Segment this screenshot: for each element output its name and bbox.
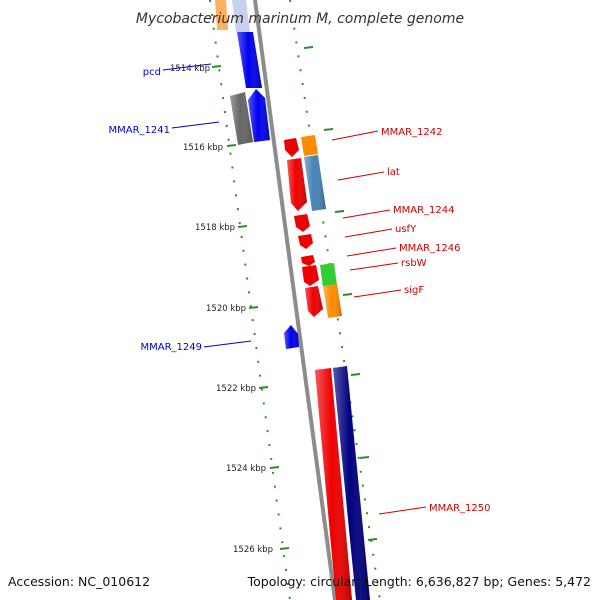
tick-mark xyxy=(258,386,269,389)
gene-mmar-1246 xyxy=(301,255,315,266)
leader-rsbw xyxy=(349,262,399,271)
leader-mmar-1246 xyxy=(346,247,397,257)
gene-mmar-1241-shade xyxy=(230,92,253,145)
gene-mmar-1250-shade xyxy=(315,368,352,600)
tick-label: 1522 kbp xyxy=(216,384,256,394)
tick-label: 1520 kbp xyxy=(206,304,246,314)
cog-feature-orange xyxy=(215,0,228,30)
gene-label-pcd: pcd xyxy=(143,67,161,78)
tick-mark xyxy=(334,210,345,213)
tick-marks xyxy=(211,46,378,550)
ruler-guide-left xyxy=(209,0,291,600)
features-reverse xyxy=(215,0,299,349)
cog-feature-lightblue xyxy=(232,0,250,32)
genome-backbone xyxy=(253,0,337,600)
gene-mmar-1244 xyxy=(294,214,310,232)
leader-sigf xyxy=(353,289,402,298)
leader-mmar-1250 xyxy=(378,506,427,515)
gene-sigf-shade xyxy=(305,286,323,317)
tick-mark xyxy=(237,225,248,228)
cog-lat-shade xyxy=(304,155,326,211)
tick-mark xyxy=(226,144,237,147)
gene-label-rsbw: rsbW xyxy=(401,258,427,269)
tick-mark xyxy=(248,306,259,309)
tick-mark xyxy=(350,373,361,376)
tick-mark xyxy=(367,538,378,541)
gene-blue-arrow-shade xyxy=(248,89,270,142)
tick-mark xyxy=(279,547,290,550)
gene-label-mmar-1249: MMAR_1249 xyxy=(141,342,203,353)
gene-label-mmar-1242: MMAR_1242 xyxy=(381,127,443,138)
gene-mmar-1242 xyxy=(284,138,299,157)
leader-mmar-1242 xyxy=(331,130,379,141)
tick-mark xyxy=(303,46,314,49)
tick-label: 1516 kbp xyxy=(183,143,223,153)
cog-mmar-1242 xyxy=(301,135,318,156)
cog-mmar-1250-shade xyxy=(333,366,370,600)
tick-label: 1518 kbp xyxy=(195,223,235,233)
tick-label: 1524 kbp xyxy=(226,464,266,474)
gene-label-mmar-1246: MMAR_1246 xyxy=(399,243,461,254)
leader-mmar-1244 xyxy=(342,209,391,219)
leader-usfy xyxy=(344,228,393,238)
tick-mark xyxy=(342,293,353,296)
gene-label-usfy: usfY xyxy=(395,224,417,235)
tick-mark xyxy=(359,456,370,459)
gene-label-mmar-1244: MMAR_1244 xyxy=(393,205,455,216)
tick-mark xyxy=(211,65,222,68)
gene-label-sigf: sigF xyxy=(404,285,424,296)
map-title: Mycobacterium marinum M, complete genome xyxy=(136,11,464,27)
features-forward xyxy=(284,135,370,600)
gene-lat-shade xyxy=(287,158,307,211)
gene-labels: pcd MMAR_1241 MMAR_1242 lat MMAR_1244 us… xyxy=(109,67,491,514)
gene-rsbw xyxy=(302,265,319,286)
gene-label-lat: lat xyxy=(387,167,400,178)
gene-usfy xyxy=(298,234,313,249)
leader-lat xyxy=(337,171,385,181)
cog-rsbw xyxy=(320,263,337,287)
topology-text: Topology: circular; Length: 6,636,827 bp… xyxy=(247,574,591,589)
gene-label-mmar-1241: MMAR_1241 xyxy=(109,125,171,136)
tick-mark xyxy=(269,466,280,469)
cog-sigf-shade xyxy=(323,284,342,318)
leader-pcd xyxy=(162,63,212,71)
leader-mmar-1241 xyxy=(171,121,220,129)
ruler-guide-right xyxy=(289,0,381,600)
gene-pcd-shade xyxy=(237,32,262,88)
leader-mmar-1249 xyxy=(203,340,252,348)
leader-lines xyxy=(162,63,427,515)
tick-label: 1526 kbp xyxy=(233,545,273,555)
gene-label-mmar-1250: MMAR_1250 xyxy=(429,503,491,514)
tick-label: 1514 kbp xyxy=(170,64,210,74)
accession-text: Accession: NC_010612 xyxy=(8,574,150,589)
tick-mark xyxy=(323,128,334,131)
gene-mmar-1249-shade xyxy=(284,325,299,349)
